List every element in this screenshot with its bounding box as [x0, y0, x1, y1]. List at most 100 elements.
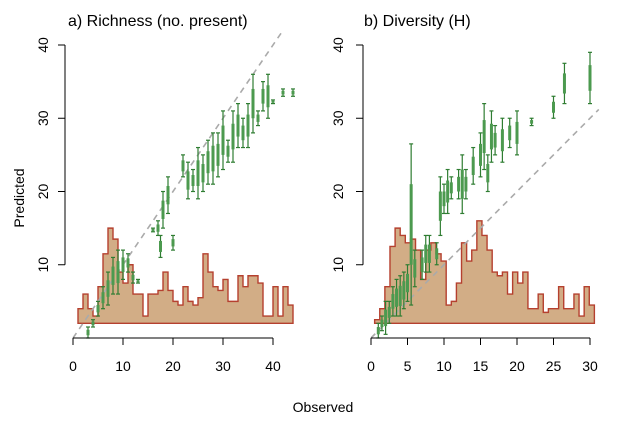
prediction-range — [427, 234, 432, 273]
prediction-range — [231, 110, 235, 163]
prediction-range — [246, 102, 250, 149]
prediction-range — [507, 117, 512, 149]
one-to-one-line — [370, 108, 600, 339]
prediction-range — [221, 110, 225, 171]
y-tick-label: 40 — [330, 37, 346, 53]
prediction-range — [91, 319, 95, 328]
prediction-range — [383, 300, 388, 335]
prediction-range — [101, 286, 105, 310]
prediction-range — [121, 249, 125, 280]
y-tick-label: 10 — [35, 257, 51, 273]
prediction-range — [588, 51, 592, 105]
prediction-range — [166, 176, 170, 215]
prediction-range — [401, 271, 406, 310]
prediction-range — [86, 326, 90, 339]
prediction-range — [216, 132, 220, 178]
prediction-range — [423, 234, 428, 273]
prediction-range — [463, 168, 468, 200]
panel-richness: a) Richness (no. present) 0 10 20 30 40 10 20 30… — [35, 13, 295, 374]
prediction-range — [111, 256, 115, 295]
x-tick-label: 20 — [509, 358, 525, 374]
prediction-range — [226, 139, 230, 163]
prediction-range — [379, 315, 384, 332]
x-tick-label: 10 — [115, 358, 131, 374]
prediction-range — [394, 278, 399, 317]
y-axis-label: Predicted — [11, 168, 27, 227]
x-tick-label: 5 — [404, 358, 412, 374]
prediction-range — [181, 154, 185, 178]
prediction-range — [206, 139, 210, 185]
prediction-range — [460, 154, 465, 215]
prediction-range — [485, 154, 490, 193]
prediction-range — [126, 253, 130, 273]
prediction-range — [201, 154, 205, 193]
prediction-range — [136, 278, 140, 284]
prediction-range — [390, 286, 395, 317]
x-tick-label: 15 — [473, 358, 489, 374]
prediction-range — [376, 322, 381, 339]
prediction-range — [478, 132, 483, 178]
prediction-range — [562, 62, 567, 105]
prediction-range — [256, 110, 260, 127]
prediction-range — [266, 73, 270, 119]
prediction-range — [211, 132, 215, 185]
prediction-range — [529, 117, 534, 127]
histogram-area — [77, 227, 294, 325]
panel-title: b) Diversity (H) — [364, 13, 471, 30]
prediction-range — [116, 249, 120, 295]
prediction-range — [442, 183, 446, 215]
prediction-range — [158, 234, 163, 259]
prediction-range — [482, 102, 487, 171]
prediction-range — [196, 146, 200, 200]
prediction-range — [241, 117, 245, 149]
prediction-range — [515, 110, 519, 156]
x-tick-label: 25 — [546, 358, 562, 374]
prediction-range — [236, 102, 240, 149]
panel-diversity: b) Diversity (H) 0 5 10 15 20 25 30 10 20 30 40 — [330, 13, 600, 374]
prediction-range — [500, 117, 505, 163]
prediction-range — [409, 143, 414, 306]
prediction-range — [387, 300, 392, 324]
y-tick-label: 30 — [330, 110, 346, 126]
y-tick-label: 10 — [330, 257, 346, 273]
y-tick-label: 40 — [35, 37, 51, 53]
prediction-range — [156, 220, 160, 237]
x-tick-label: 30 — [215, 358, 231, 374]
prediction-range — [445, 168, 450, 215]
prediction-range — [449, 176, 454, 200]
x-axis-label: Observed — [293, 399, 354, 415]
prediction-range — [493, 124, 498, 156]
prediction-range — [489, 110, 494, 163]
prediction-range — [551, 95, 556, 119]
prediction-range — [261, 81, 265, 112]
prediction-range — [471, 146, 476, 185]
x-tick-label: 20 — [165, 358, 181, 374]
y-tick-label: 20 — [330, 184, 346, 200]
x-tick-label: 0 — [367, 358, 375, 374]
prediction-range — [251, 73, 255, 134]
prediction-range — [151, 227, 155, 233]
prediction-range — [281, 88, 285, 97]
prediction-range — [171, 234, 175, 251]
prediction-range — [96, 300, 100, 317]
y-tick-label: 30 — [35, 110, 51, 126]
x-tick-label: 0 — [69, 358, 77, 374]
prediction-range — [191, 168, 195, 193]
prediction-range — [106, 271, 110, 306]
prediction-range — [438, 176, 443, 237]
prediction-range — [271, 99, 275, 105]
prediction-range — [434, 242, 439, 266]
y-tick-label: 20 — [35, 184, 51, 200]
prediction-range — [398, 275, 403, 317]
prediction-range — [186, 161, 190, 200]
panel-title: a) Richness (no. present) — [68, 13, 248, 30]
prediction-range — [131, 271, 135, 284]
prediction-range — [161, 190, 165, 229]
prediction-range — [405, 264, 410, 302]
prediction-range — [412, 249, 417, 288]
x-tick-label: 40 — [265, 358, 281, 374]
prediction-range — [420, 249, 425, 280]
prediction-range — [291, 88, 295, 97]
x-tick-label: 30 — [582, 358, 598, 374]
